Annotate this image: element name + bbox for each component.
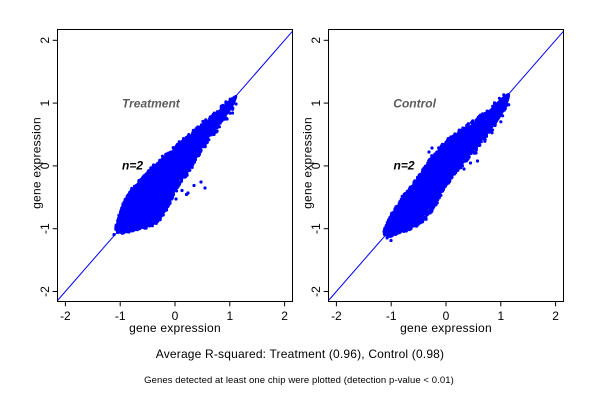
svg-text:1: 1 — [38, 99, 52, 106]
svg-text:2: 2 — [281, 309, 288, 323]
svg-text:2: 2 — [309, 37, 323, 44]
svg-text:-2: -2 — [38, 286, 52, 297]
svg-text:-1: -1 — [115, 309, 126, 323]
svg-text:1: 1 — [497, 309, 504, 323]
svg-text:gene expression: gene expression — [400, 321, 492, 335]
svg-text:-2: -2 — [60, 309, 71, 323]
svg-text:Treatment: Treatment — [122, 97, 181, 111]
svg-text:Genes detected at least one ch: Genes detected at least one chip were pl… — [144, 375, 454, 386]
svg-text:0: 0 — [443, 309, 450, 323]
svg-text:-2: -2 — [309, 286, 323, 297]
svg-text:Average R-squared: Treatment (: Average R-squared: Treatment (0.96), Con… — [156, 347, 444, 361]
svg-text:-1: -1 — [386, 309, 397, 323]
svg-text:2: 2 — [552, 309, 559, 323]
svg-text:0: 0 — [38, 162, 52, 169]
svg-text:2: 2 — [38, 37, 52, 44]
svg-text:-1: -1 — [309, 223, 323, 234]
svg-text:gene expression: gene expression — [301, 117, 315, 209]
svg-text:-1: -1 — [38, 223, 52, 234]
svg-text:1: 1 — [309, 99, 323, 106]
svg-text:Control: Control — [393, 97, 436, 111]
svg-text:n=2: n=2 — [122, 159, 143, 173]
svg-text:gene expression: gene expression — [129, 321, 221, 335]
svg-text:0: 0 — [309, 162, 323, 169]
svg-text:gene expression: gene expression — [30, 117, 44, 209]
svg-text:-2: -2 — [331, 309, 342, 323]
svg-text:0: 0 — [172, 309, 179, 323]
svg-text:n=2: n=2 — [394, 159, 415, 173]
svg-text:1: 1 — [226, 309, 233, 323]
